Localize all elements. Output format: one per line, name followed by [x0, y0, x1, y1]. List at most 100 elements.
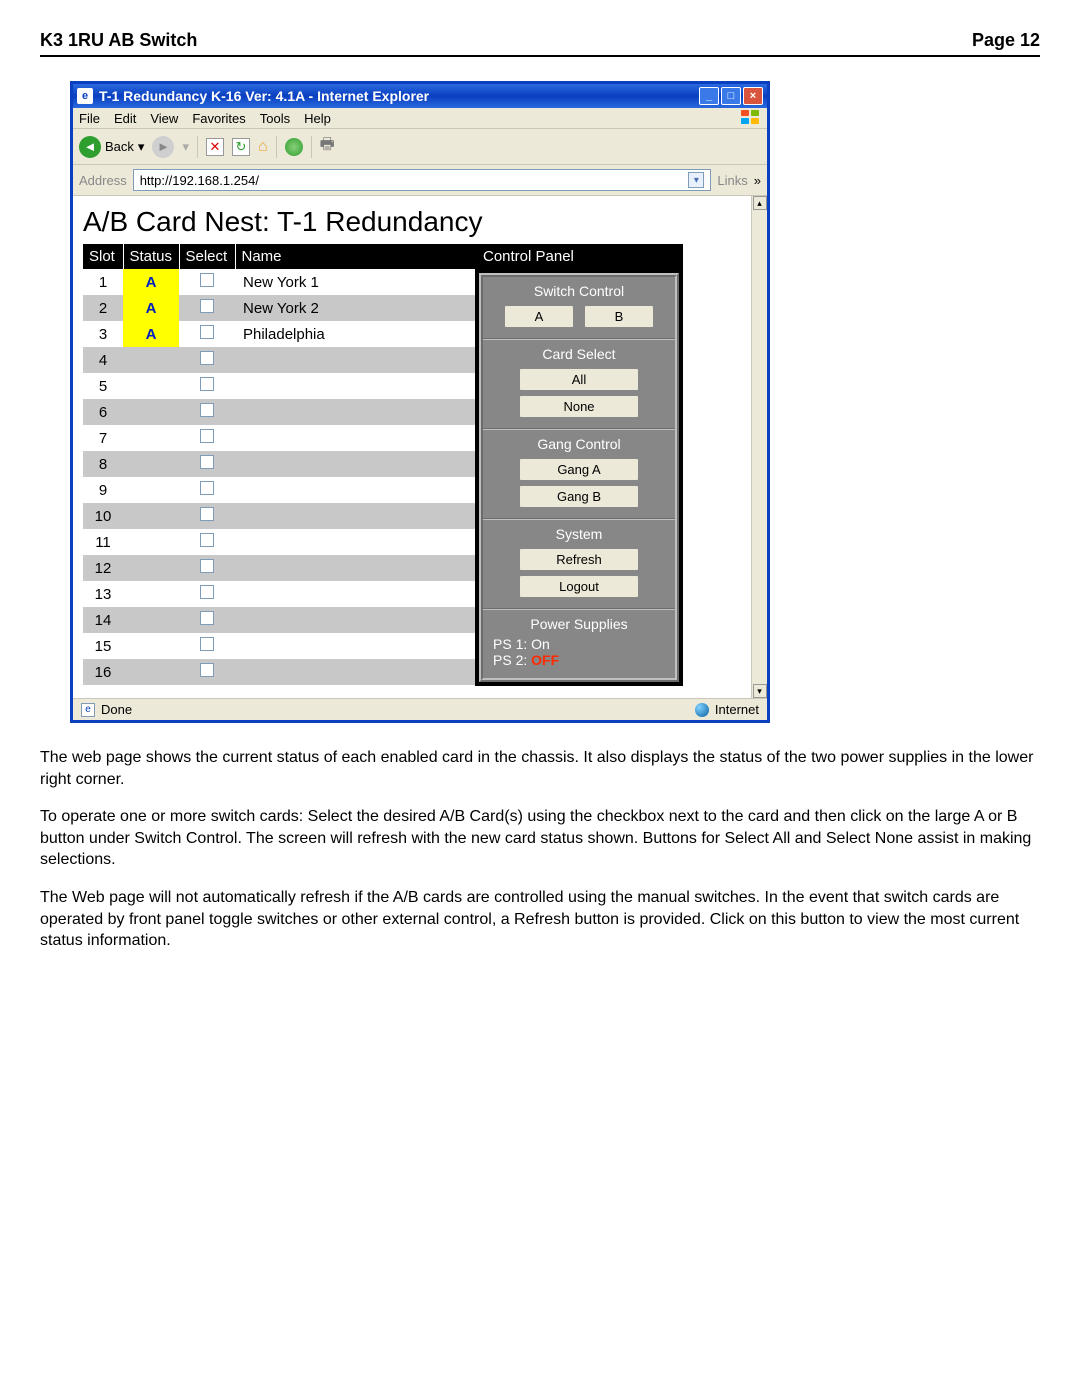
vertical-scrollbar[interactable]: ▴ ▾ [751, 196, 767, 698]
select-cell [179, 399, 235, 425]
ps1-row: PS 1: On [493, 636, 665, 652]
ie-icon: e [77, 88, 93, 104]
chevron-right-icon[interactable]: » [754, 173, 761, 188]
separator [197, 136, 198, 158]
table-row: 12 [83, 555, 475, 581]
select-checkbox[interactable] [200, 533, 214, 547]
slot-cell: 3 [83, 321, 123, 347]
select-cell [179, 503, 235, 529]
name-cell [235, 581, 475, 607]
select-checkbox[interactable] [200, 377, 214, 391]
stop-button[interactable]: ✕ [206, 138, 224, 156]
close-button[interactable]: × [743, 87, 763, 105]
status-cell [123, 581, 179, 607]
select-cell [179, 373, 235, 399]
address-label: Address [79, 173, 127, 188]
slot-cell: 4 [83, 347, 123, 373]
ps1-value: On [531, 636, 550, 652]
select-checkbox[interactable] [200, 481, 214, 495]
windows-logo-icon [741, 110, 761, 126]
home-button[interactable]: ⌂ [258, 138, 268, 156]
address-input[interactable]: http://192.168.1.254/ ▾ [133, 169, 712, 191]
print-button[interactable]: 🖶 [320, 133, 335, 160]
menu-tools[interactable]: Tools [260, 111, 290, 126]
select-checkbox[interactable] [200, 559, 214, 573]
refresh-button[interactable]: ↻ [232, 138, 250, 156]
toolbar: ◄ Back ▾ ► ▾ ✕ ↻ ⌂ 🖶 [73, 129, 767, 165]
gang-b-button[interactable]: Gang B [519, 485, 639, 508]
menu-help[interactable]: Help [304, 111, 331, 126]
select-cell [179, 451, 235, 477]
status-cell [123, 659, 179, 685]
refresh-page-button[interactable]: Refresh [519, 548, 639, 571]
col-slot: Slot [83, 244, 123, 269]
status-cell: A [123, 321, 179, 347]
status-cell [123, 451, 179, 477]
table-row: 2ANew York 2 [83, 295, 475, 321]
select-checkbox[interactable] [200, 663, 214, 677]
table-row: 13 [83, 581, 475, 607]
select-checkbox[interactable] [200, 299, 214, 313]
power-supplies-title: Power Supplies [493, 616, 665, 632]
slot-cell: 13 [83, 581, 123, 607]
slot-cell: 5 [83, 373, 123, 399]
ps2-row: PS 2: OFF [493, 652, 665, 668]
status-cell [123, 399, 179, 425]
select-checkbox[interactable] [200, 273, 214, 287]
status-cell [123, 477, 179, 503]
scroll-up-icon[interactable]: ▴ [753, 196, 767, 210]
select-all-button[interactable]: All [519, 368, 639, 391]
select-checkbox[interactable] [200, 585, 214, 599]
col-select: Select [179, 244, 235, 269]
select-none-button[interactable]: None [519, 395, 639, 418]
table-row: 6 [83, 399, 475, 425]
minimize-button[interactable]: _ [699, 87, 719, 105]
status-bar: e Done Internet [73, 698, 767, 720]
logout-button[interactable]: Logout [519, 575, 639, 598]
back-button[interactable]: ◄ Back ▾ [79, 136, 144, 158]
select-cell [179, 607, 235, 633]
table-row: 8 [83, 451, 475, 477]
name-cell [235, 607, 475, 633]
switch-control-title: Switch Control [491, 283, 667, 299]
select-checkbox[interactable] [200, 455, 214, 469]
forward-button[interactable]: ► [152, 136, 174, 158]
switch-b-button[interactable]: B [584, 305, 654, 328]
gang-control-title: Gang Control [491, 436, 667, 452]
table-row: 9 [83, 477, 475, 503]
select-checkbox[interactable] [200, 325, 214, 339]
switch-a-button[interactable]: A [504, 305, 574, 328]
select-checkbox[interactable] [200, 637, 214, 651]
menu-file[interactable]: File [79, 111, 100, 126]
ps2-label: PS 2: [493, 652, 527, 668]
slot-cell: 10 [83, 503, 123, 529]
table-row: 15 [83, 633, 475, 659]
control-panel-wrap: Control Panel Switch Control A B Card [475, 244, 683, 686]
select-cell [179, 581, 235, 607]
status-cell [123, 425, 179, 451]
menu-favorites[interactable]: Favorites [192, 111, 245, 126]
search-button[interactable] [285, 138, 303, 156]
name-cell [235, 451, 475, 477]
chevron-down-icon: ▾ [138, 139, 145, 155]
select-checkbox[interactable] [200, 429, 214, 443]
name-cell [235, 477, 475, 503]
select-cell [179, 529, 235, 555]
slot-cell: 2 [83, 295, 123, 321]
menu-view[interactable]: View [150, 111, 178, 126]
scroll-down-icon[interactable]: ▾ [753, 684, 767, 698]
maximize-button[interactable]: □ [721, 87, 741, 105]
table-row: 3A Philadelphia [83, 321, 475, 347]
select-cell [179, 295, 235, 321]
select-checkbox[interactable] [200, 351, 214, 365]
browser-window: e T-1 Redundancy K-16 Ver: 4.1A - Intern… [70, 81, 770, 723]
gang-a-button[interactable]: Gang A [519, 458, 639, 481]
select-checkbox[interactable] [200, 403, 214, 417]
select-checkbox[interactable] [200, 611, 214, 625]
page-title: A/B Card Nest: T-1 Redundancy [83, 206, 741, 238]
menu-edit[interactable]: Edit [114, 111, 136, 126]
name-cell: Philadelphia [235, 321, 475, 347]
chevron-down-icon: ▾ [182, 139, 189, 155]
address-dropdown-icon[interactable]: ▾ [688, 172, 704, 188]
select-checkbox[interactable] [200, 507, 214, 521]
